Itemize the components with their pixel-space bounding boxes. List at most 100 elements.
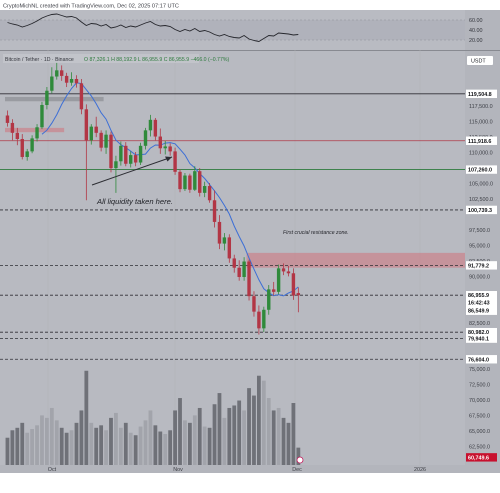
candle-body	[267, 289, 271, 310]
volume-bar	[271, 410, 276, 465]
price-tag	[466, 355, 497, 364]
volume-bar	[242, 410, 247, 465]
x-tick-label: Oct	[48, 467, 57, 473]
price-tag	[466, 205, 497, 215]
candle	[64, 72, 69, 88]
volume-bar	[54, 420, 59, 465]
price-tag-label: 100,739.3	[468, 208, 492, 214]
candle	[257, 305, 261, 335]
y-tick-label: 82,500.0	[469, 321, 490, 327]
volume-bar	[173, 410, 177, 465]
volume-bar	[252, 395, 256, 465]
y-tick-label: 117,500.0	[469, 104, 493, 110]
candle	[271, 281, 276, 296]
x-tick-label: 2026	[414, 467, 426, 473]
candle	[35, 124, 39, 142]
y-tick-label: 95,000.0	[469, 243, 490, 249]
volume-bar	[35, 425, 39, 465]
volume-bar	[286, 422, 291, 465]
candle	[207, 182, 212, 203]
currency-tag[interactable]	[467, 56, 493, 65]
candle-body	[148, 119, 153, 131]
rsi-tick-label: 60.00	[469, 18, 483, 24]
candle	[227, 234, 232, 263]
event-marker-icon[interactable]	[296, 456, 304, 464]
liquidity-label: All liquidity taken here.	[96, 197, 173, 206]
candle-body	[207, 186, 212, 201]
volume-bar	[74, 422, 79, 465]
x-axis-labels: Oct Nov Dec 2026	[48, 467, 426, 473]
currency-label: USDT	[471, 59, 486, 65]
y-tick-label: 72,500.0	[469, 383, 490, 389]
volume-bar	[118, 427, 123, 465]
volume-bar	[227, 407, 232, 465]
candle-body	[178, 171, 182, 190]
candle-body	[153, 119, 158, 137]
volume-bar	[49, 407, 54, 465]
liquidity-arrow-head	[165, 156, 172, 162]
candle-body	[138, 145, 143, 163]
candle	[119, 141, 123, 166]
price-tag	[466, 453, 497, 462]
candle	[10, 119, 15, 141]
tradingview-brand	[0, 478, 500, 493]
candle-body	[79, 83, 84, 110]
price-tag	[466, 327, 497, 337]
candle-body	[84, 109, 89, 141]
candle-body	[69, 78, 74, 83]
volume-bar	[94, 427, 99, 465]
rsi-band	[0, 20, 465, 40]
candle	[247, 259, 251, 301]
candle-body	[10, 122, 15, 133]
volume-bar	[148, 410, 153, 465]
volume-bar	[247, 388, 251, 465]
symbol-legend: Bitcoin / Tether · 1D · Binance O 87,326…	[3, 54, 229, 63]
candle	[114, 155, 118, 193]
candle	[15, 127, 20, 146]
candle	[267, 285, 271, 315]
volume-bar	[69, 430, 74, 465]
candle	[20, 134, 24, 160]
volume-bar	[222, 417, 227, 465]
candle	[124, 142, 128, 167]
price-tag-label: 79,940.1	[468, 337, 489, 343]
volume-bar	[163, 434, 168, 465]
y-tick-label: 110,000.0	[469, 151, 493, 157]
candle	[30, 135, 34, 154]
candle	[183, 173, 187, 191]
candle	[198, 168, 202, 197]
candle-body	[232, 258, 236, 268]
header-credit: CryptoMichNL created with TradingView.co…	[3, 4, 179, 10]
volume-bar	[168, 430, 173, 465]
candle-body	[217, 221, 222, 244]
x-tick-label: Dec	[292, 467, 302, 473]
y-tick-label: 62,500.0	[469, 445, 490, 451]
moving-average-line	[41, 82, 299, 297]
volume-bar	[99, 425, 104, 465]
chart-screenshot: CryptoMichNL created with TradingView.co…	[0, 0, 500, 473]
candle-body	[286, 271, 291, 274]
candle-body	[5, 115, 10, 123]
rsi-tick-label: 40.00	[469, 28, 483, 34]
candle-body	[276, 268, 281, 292]
candle	[50, 67, 54, 94]
volume-bar	[212, 404, 217, 465]
candle	[193, 166, 197, 191]
candle-body	[252, 296, 256, 312]
candle-body	[109, 134, 113, 169]
price-tag-label: 91,779.2	[468, 263, 489, 269]
y-axis-ticks: 117,500.0115,000.0112,500.0110,000.0105,…	[469, 104, 493, 450]
price-tag-label: 80,982.0	[468, 330, 489, 336]
volume-bar	[138, 426, 143, 465]
volume-bar	[192, 415, 197, 465]
volume-bar	[207, 427, 212, 465]
volume-bar	[30, 429, 35, 465]
x-tick-label: Nov	[173, 467, 183, 473]
candle	[148, 114, 153, 137]
candle	[173, 147, 177, 175]
volume-bar	[296, 447, 301, 465]
candle-body	[143, 130, 148, 146]
candle-body	[183, 175, 187, 190]
rsi-tick-label: 20.00	[469, 38, 483, 44]
price-tag-label: 119,504.8	[468, 92, 492, 98]
